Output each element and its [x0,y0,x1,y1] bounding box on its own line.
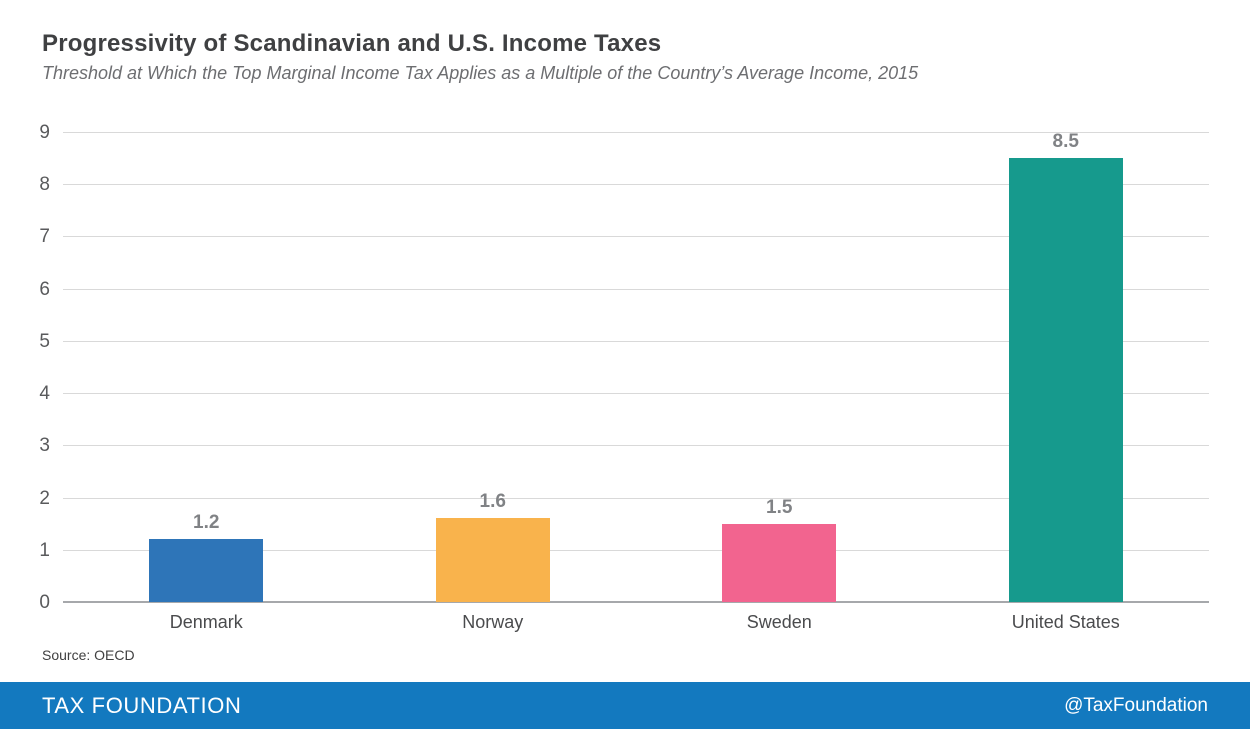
gridline [63,132,1209,133]
bar-value-label-denmark: 1.2 [193,512,220,534]
y-axis-tick-label: 6 [39,278,50,300]
bar-united-states [1008,158,1123,602]
y-axis-tick-label: 9 [39,122,50,143]
gridline [63,184,1209,186]
plot-area [63,132,1209,603]
gridline [63,445,1209,447]
y-axis-tick-label: 4 [39,383,50,405]
bar-value-label-united-states: 8.5 [1052,131,1079,153]
bar-denmark [149,539,264,602]
bar-value-label-norway: 1.6 [479,491,506,513]
y-axis-tick-label: 7 [39,226,50,248]
footer-brand-logo: TAX FOUNDATION [42,692,242,718]
gridline [63,549,1209,551]
x-axis-category-label-denmark: Denmark [169,612,243,632]
x-axis-category-label-sweden: Sweden [746,612,812,632]
chart-subtitle: Threshold at Which the Top Marginal Inco… [42,63,919,83]
gridline [63,393,1209,395]
chart-title: Progressivity of Scandinavian and U.S. I… [42,30,662,57]
footer-twitter-handle: @TaxFoundation [1064,694,1208,716]
bar-sweden [722,523,837,602]
bar-value-label-sweden: 1.5 [766,496,793,518]
y-axis-tick-label: 1 [39,539,50,561]
y-axis-tick-label: 8 [39,174,50,196]
bar-norway [435,518,550,602]
x-axis-baseline [63,601,1209,603]
gridline [63,340,1209,342]
gridline [63,497,1209,499]
y-axis-tick-label: 3 [39,435,50,457]
gridline [63,236,1209,238]
y-axis-tick-label: 5 [39,330,50,352]
y-axis-tick-label: 0 [39,592,50,613]
gridline [63,288,1209,290]
source-note: Source: OECD [42,647,135,663]
y-axis-tick-label: 2 [39,487,50,509]
x-axis-category-label-united-states: United States [1011,612,1120,632]
x-axis-category-label-norway: Norway [462,612,524,632]
footer: TAX FOUNDATION @TaxFoundation [0,682,1250,729]
